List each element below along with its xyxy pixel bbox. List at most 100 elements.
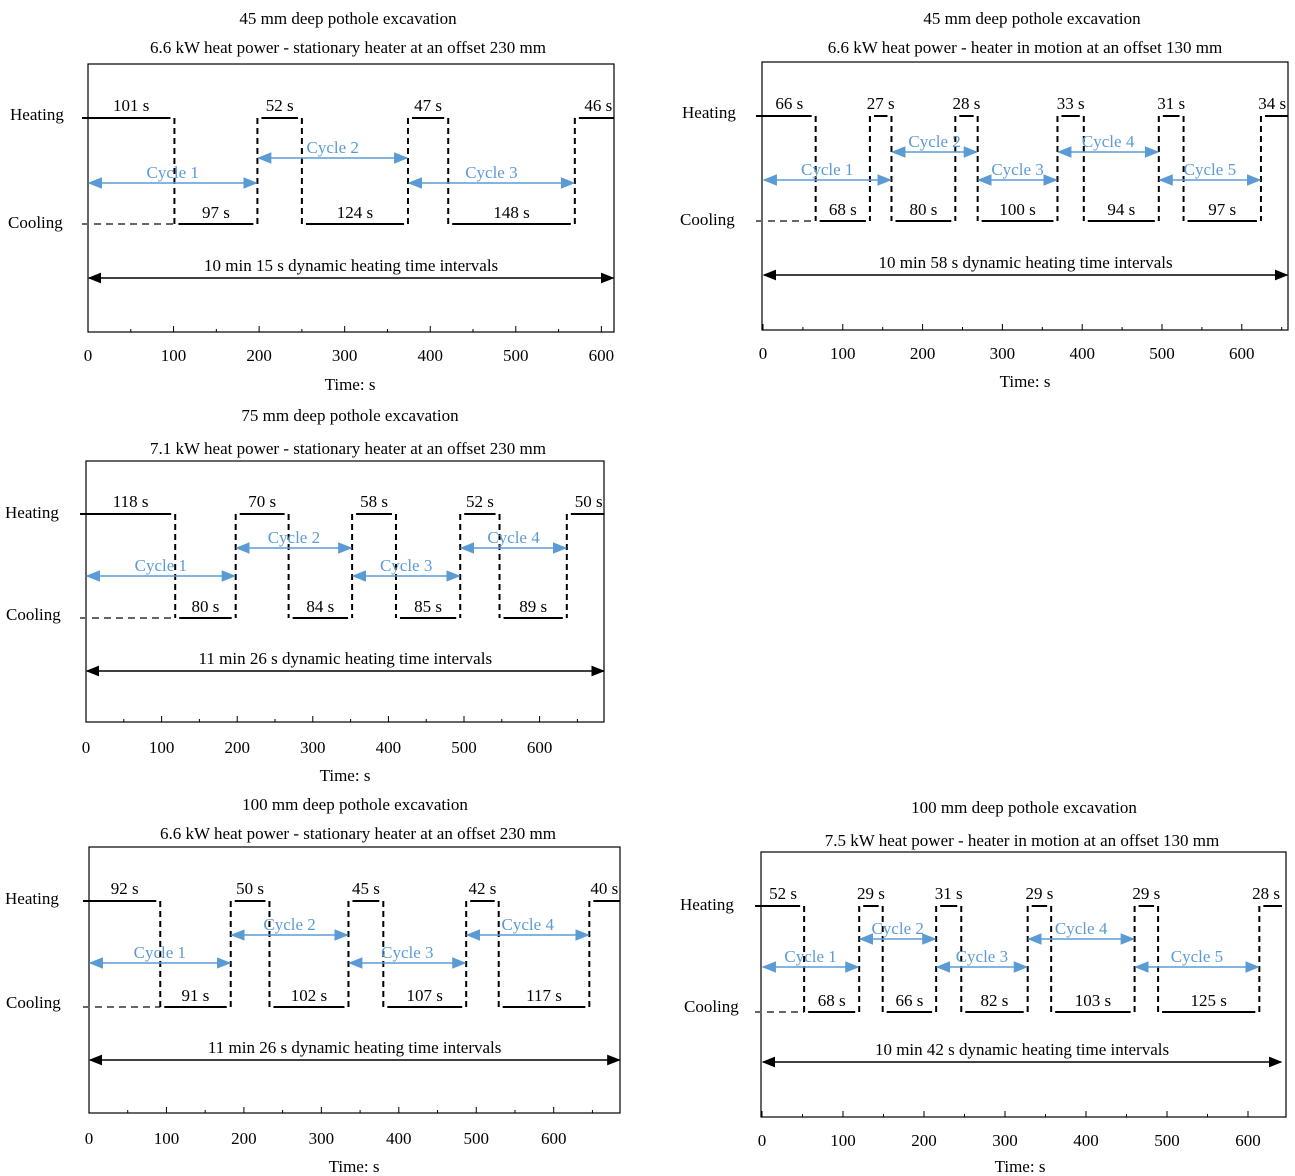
- heating-state-label: Heating: [682, 103, 736, 122]
- x-tick-label: 400: [1069, 344, 1095, 363]
- x-tick-label: 400: [376, 738, 402, 757]
- cooling-duration-label: 125 s: [1191, 991, 1227, 1010]
- heating-duration-label: 40 s: [590, 879, 618, 898]
- panel-45mm-motion: 45 mm deep pothole excavation 6.6 kW hea…: [680, 9, 1289, 391]
- total-interval-label: 10 min 15 s dynamic heating time interva…: [204, 256, 498, 275]
- cycle-label: Cycle 1: [135, 556, 187, 575]
- cooling-duration-label: 97 s: [1208, 200, 1236, 219]
- cooling-state-label: Cooling: [684, 997, 739, 1016]
- heating-duration-label: 52 s: [769, 884, 797, 903]
- heating-duration-label: 70 s: [248, 492, 276, 511]
- x-tick-label: 300: [332, 346, 358, 365]
- cooling-duration-label: 117 s: [526, 986, 562, 1005]
- x-tick-label: 400: [417, 346, 443, 365]
- x-tick-label: 100: [149, 738, 175, 757]
- x-tick-label: 200: [911, 1131, 937, 1150]
- x-tick-label: 600: [541, 1129, 567, 1148]
- heating-duration-label: 46 s: [584, 96, 612, 115]
- heating-state-label: Heating: [5, 889, 59, 908]
- x-axis-label: Time: s: [995, 1157, 1046, 1176]
- heating-duration-label: 101 s: [113, 96, 149, 115]
- cooling-duration-label: 103 s: [1075, 991, 1111, 1010]
- cycle-label: Cycle 2: [871, 919, 923, 938]
- heating-duration-label: 28 s: [1252, 884, 1280, 903]
- cooling-duration-label: 80 s: [192, 597, 220, 616]
- x-tick-label: 200: [231, 1129, 257, 1148]
- cycle-label: Cycle 2: [908, 132, 960, 151]
- panel-subtitle: 6.6 kW heat power - stationary heater at…: [150, 38, 546, 57]
- cooling-duration-label: 68 s: [829, 200, 857, 219]
- cooling-state-label: Cooling: [680, 210, 735, 229]
- heating-duration-label: 52 s: [466, 492, 494, 511]
- panel-title: 45 mm deep pothole excavation: [923, 9, 1141, 28]
- heating-state-label: Heating: [5, 503, 59, 522]
- total-interval-label: 11 min 26 s dynamic heating time interva…: [199, 649, 493, 668]
- cycle-label: Cycle 4: [1082, 132, 1135, 151]
- heating-duration-label: 31 s: [1157, 94, 1185, 113]
- cycle-label: Cycle 5: [1184, 160, 1236, 179]
- panel-title: 75 mm deep pothole excavation: [241, 406, 459, 425]
- x-tick-label: 500: [503, 346, 529, 365]
- x-tick-label: 300: [990, 344, 1016, 363]
- cycle-label: Cycle 1: [784, 947, 836, 966]
- cooling-duration-label: 68 s: [818, 991, 846, 1010]
- x-tick-label: 100: [154, 1129, 180, 1148]
- cooling-duration-label: 100 s: [999, 200, 1035, 219]
- cooling-duration-label: 82 s: [981, 991, 1009, 1010]
- x-tick-label: 600: [589, 346, 615, 365]
- cooling-duration-label: 94 s: [1107, 200, 1135, 219]
- x-axis-label: Time: s: [1000, 372, 1051, 391]
- cooling-state-label: Cooling: [6, 993, 61, 1012]
- cooling-duration-label: 89 s: [519, 597, 547, 616]
- x-axis-label: Time: s: [320, 766, 371, 785]
- x-tick-label: 600: [1235, 1131, 1261, 1150]
- heating-duration-label: 27 s: [867, 94, 895, 113]
- x-tick-label: 500: [1149, 344, 1175, 363]
- cooling-duration-label: 91 s: [182, 986, 210, 1005]
- x-tick-label: 200: [910, 344, 936, 363]
- x-tick-label: 600: [527, 738, 553, 757]
- x-tick-label: 0: [759, 344, 768, 363]
- cycle-label: Cycle 3: [381, 943, 433, 962]
- heating-duration-label: 28 s: [953, 94, 981, 113]
- x-axis-label: Time: s: [329, 1157, 380, 1176]
- cooling-duration-label: 102 s: [291, 986, 327, 1005]
- plot-frame: [760, 851, 1287, 1118]
- x-tick-label: 0: [758, 1131, 767, 1150]
- x-tick-label: 400: [1073, 1131, 1099, 1150]
- cycle-label: Cycle 2: [263, 915, 315, 934]
- heating-duration-label: 29 s: [1025, 884, 1053, 903]
- x-tick-label: 200: [246, 346, 272, 365]
- total-interval-label: 10 min 42 s dynamic heating time interva…: [875, 1040, 1169, 1059]
- cycle-label: Cycle 3: [991, 160, 1043, 179]
- x-tick-label: 500: [464, 1129, 490, 1148]
- x-tick-label: 0: [82, 738, 91, 757]
- x-tick-label: 300: [992, 1131, 1018, 1150]
- heating-duration-label: 34 s: [1258, 94, 1286, 113]
- cooling-duration-label: 124 s: [337, 203, 373, 222]
- panel-100mm-motion: 100 mm deep pothole excavation 7.5 kW he…: [680, 798, 1287, 1176]
- x-tick-label: 300: [309, 1129, 335, 1148]
- total-interval-label: 10 min 58 s dynamic heating time interva…: [878, 253, 1172, 272]
- heating-duration-label: 29 s: [857, 884, 885, 903]
- cycle-label: Cycle 1: [801, 160, 853, 179]
- heating-duration-label: 33 s: [1057, 94, 1085, 113]
- cycle-label: Cycle 3: [465, 163, 517, 182]
- plot-frame: [761, 61, 1289, 331]
- panel-subtitle: 7.5 kW heat power - heater in motion at …: [825, 831, 1220, 850]
- cycle-label: Cycle 2: [306, 138, 358, 157]
- panel-subtitle: 7.1 kW heat power - stationary heater at…: [150, 439, 546, 458]
- x-tick-label: 0: [85, 1129, 94, 1148]
- cooling-duration-label: 66 s: [895, 991, 923, 1010]
- panel-subtitle: 6.6 kW heat power - heater in motion at …: [828, 38, 1223, 57]
- x-tick-label: 600: [1229, 344, 1255, 363]
- heating-duration-label: 118 s: [113, 492, 149, 511]
- x-tick-label: 100: [830, 344, 856, 363]
- plot-frame: [85, 460, 605, 723]
- cooling-duration-label: 84 s: [306, 597, 334, 616]
- cooling-duration-label: 85 s: [414, 597, 442, 616]
- cooling-duration-label: 148 s: [493, 203, 529, 222]
- heating-duration-label: 47 s: [414, 96, 442, 115]
- heating-duration-label: 42 s: [469, 879, 497, 898]
- heating-state-label: Heating: [10, 105, 64, 124]
